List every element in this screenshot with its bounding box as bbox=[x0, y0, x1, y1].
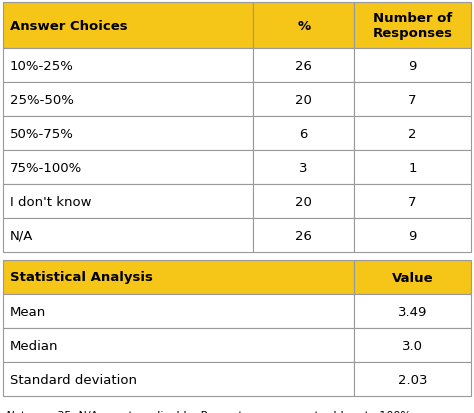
Text: 20: 20 bbox=[295, 195, 312, 208]
Bar bbox=[3, 328, 354, 362]
Bar bbox=[354, 83, 471, 117]
Text: = 35. N/A = not applicable. Percentages may not add up to 100%
because of roundi: = 35. N/A = not applicable. Percentages … bbox=[41, 410, 411, 413]
Text: 9: 9 bbox=[408, 229, 417, 242]
Text: 10%-25%: 10%-25% bbox=[10, 59, 74, 72]
Bar bbox=[354, 294, 471, 328]
Bar bbox=[354, 49, 471, 83]
Text: 7: 7 bbox=[408, 93, 417, 106]
Bar bbox=[3, 260, 354, 294]
Text: Standard deviation: Standard deviation bbox=[10, 373, 137, 386]
Text: 50%-75%: 50%-75% bbox=[10, 127, 74, 140]
Text: Answer Choices: Answer Choices bbox=[10, 19, 128, 33]
Bar bbox=[254, 185, 354, 218]
Bar bbox=[354, 151, 471, 185]
Text: 25%-50%: 25%-50% bbox=[10, 93, 74, 106]
Bar bbox=[254, 117, 354, 151]
Bar bbox=[3, 151, 254, 185]
Text: N/A: N/A bbox=[10, 229, 33, 242]
Bar bbox=[3, 117, 254, 151]
Text: 26: 26 bbox=[295, 229, 312, 242]
Text: Statistical Analysis: Statistical Analysis bbox=[10, 271, 153, 284]
Text: 2: 2 bbox=[408, 127, 417, 140]
Text: 2.03: 2.03 bbox=[398, 373, 427, 386]
Text: Mean: Mean bbox=[10, 305, 46, 318]
Text: Median: Median bbox=[10, 339, 58, 351]
Bar bbox=[3, 362, 354, 396]
Text: Note.: Note. bbox=[6, 410, 36, 413]
Text: 75%-100%: 75%-100% bbox=[10, 161, 82, 174]
Text: Number of
Responses: Number of Responses bbox=[373, 12, 453, 40]
Text: 26: 26 bbox=[295, 59, 312, 72]
Text: I don't know: I don't know bbox=[10, 195, 91, 208]
Bar bbox=[354, 218, 471, 252]
Text: n: n bbox=[32, 410, 43, 413]
Bar bbox=[254, 83, 354, 117]
Bar bbox=[354, 3, 471, 49]
Text: 1: 1 bbox=[408, 161, 417, 174]
Bar bbox=[254, 218, 354, 252]
Bar bbox=[254, 3, 354, 49]
Bar bbox=[3, 83, 254, 117]
Text: 7: 7 bbox=[408, 195, 417, 208]
Bar bbox=[354, 117, 471, 151]
Text: 3.49: 3.49 bbox=[398, 305, 427, 318]
Text: 9: 9 bbox=[408, 59, 417, 72]
Text: %: % bbox=[297, 19, 310, 33]
Text: 3.0: 3.0 bbox=[402, 339, 423, 351]
Bar bbox=[3, 3, 254, 49]
Text: Value: Value bbox=[392, 271, 433, 284]
Bar bbox=[3, 218, 254, 252]
Text: 6: 6 bbox=[300, 127, 308, 140]
Bar bbox=[254, 151, 354, 185]
Bar bbox=[354, 185, 471, 218]
Bar bbox=[354, 328, 471, 362]
Text: 20: 20 bbox=[295, 93, 312, 106]
Bar bbox=[354, 260, 471, 294]
Bar bbox=[254, 49, 354, 83]
Bar bbox=[3, 294, 354, 328]
Bar bbox=[354, 362, 471, 396]
Text: 3: 3 bbox=[300, 161, 308, 174]
Bar bbox=[3, 49, 254, 83]
Bar bbox=[3, 185, 254, 218]
